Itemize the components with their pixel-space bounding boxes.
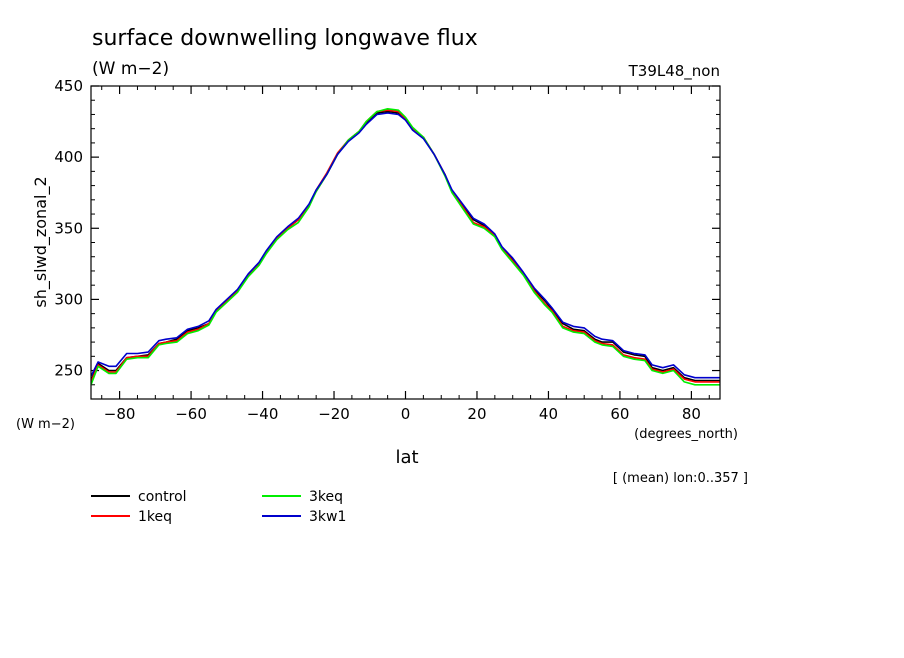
legend-label-3keq: 3keq bbox=[309, 489, 343, 505]
legend-label-control: control bbox=[138, 489, 187, 505]
x-tick-label: 60 bbox=[610, 405, 629, 423]
x-tick-label: 0 bbox=[401, 405, 411, 423]
plot-area: −80 −60 −40 −20 0 20 40 60 80 250 300 350 400 450 bbox=[54, 77, 720, 423]
plot-frame bbox=[90, 85, 721, 400]
legend-label-3kw1: 3kw1 bbox=[309, 509, 346, 525]
x-units-label: (degrees_north) bbox=[634, 427, 738, 442]
x-tick-label: −20 bbox=[318, 405, 350, 423]
legend: control 1keq 3keq 3kw1 bbox=[91, 489, 346, 525]
chart-title: surface downwelling longwave flux bbox=[92, 26, 478, 51]
y-tick-label: 350 bbox=[54, 219, 83, 237]
y-tick-label: 300 bbox=[54, 290, 83, 308]
chart-units: (W m−2) bbox=[92, 59, 169, 79]
y-tick-label: 400 bbox=[54, 148, 83, 166]
series-group bbox=[91, 108, 720, 386]
x-tick-label: 80 bbox=[682, 405, 701, 423]
series-line-control bbox=[91, 110, 720, 382]
legend-label-1keq: 1keq bbox=[138, 509, 172, 525]
y-units-label: (W m−2) bbox=[16, 417, 75, 432]
x-tick-label: −40 bbox=[247, 405, 279, 423]
x-axis-label: lat bbox=[395, 447, 418, 468]
x-tick-label: 40 bbox=[539, 405, 558, 423]
x-tick-label: 20 bbox=[467, 405, 486, 423]
series-line-3kw1 bbox=[91, 112, 720, 379]
y-axis-label: sh_slwd_zonal_2 bbox=[31, 176, 51, 307]
y-tick-label: 450 bbox=[54, 77, 83, 95]
run-label: T39L48_non bbox=[628, 62, 720, 81]
x-tick-label: −80 bbox=[104, 405, 136, 423]
x-tick-label: −60 bbox=[175, 405, 207, 423]
series-line-1keq bbox=[91, 109, 720, 383]
y-tick-label: 250 bbox=[54, 362, 83, 380]
averaging-note: [ (mean) lon:0..357 ] bbox=[613, 471, 748, 486]
series-line-3keq bbox=[91, 108, 720, 386]
